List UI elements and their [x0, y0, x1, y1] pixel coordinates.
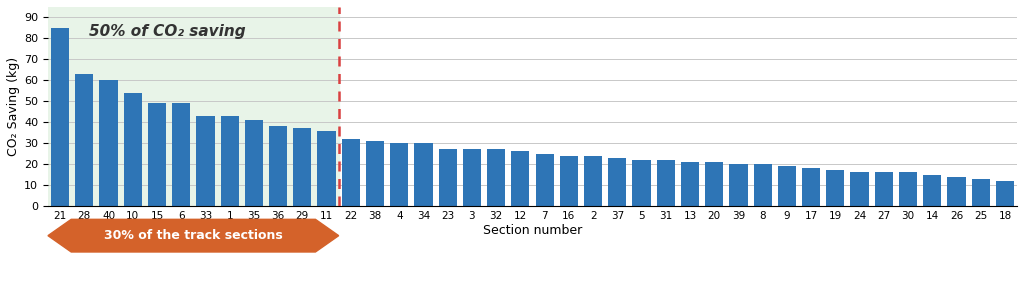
Bar: [584, 156, 602, 206]
Bar: [487, 149, 505, 206]
Bar: [75, 74, 93, 206]
Bar: [924, 175, 941, 206]
Bar: [463, 149, 481, 206]
Bar: [293, 128, 311, 206]
Bar: [390, 143, 409, 206]
Bar: [633, 160, 650, 206]
Bar: [415, 143, 432, 206]
X-axis label: Section number: Section number: [483, 224, 582, 237]
Bar: [366, 141, 384, 206]
Bar: [99, 80, 118, 206]
Bar: [172, 103, 190, 206]
Bar: [899, 173, 918, 206]
Bar: [729, 164, 748, 206]
Bar: [681, 162, 699, 206]
Bar: [124, 93, 142, 206]
Bar: [51, 28, 70, 206]
Bar: [608, 158, 627, 206]
Bar: [851, 173, 868, 206]
Bar: [147, 103, 166, 206]
Bar: [536, 154, 554, 206]
Bar: [996, 181, 1014, 206]
Bar: [826, 170, 845, 206]
Bar: [560, 156, 578, 206]
Bar: [947, 177, 966, 206]
Bar: [245, 120, 263, 206]
Bar: [197, 116, 214, 206]
Bar: [269, 126, 287, 206]
Bar: [342, 139, 359, 206]
Bar: [802, 168, 820, 206]
Bar: [972, 179, 990, 206]
Bar: [874, 173, 893, 206]
Bar: [706, 162, 723, 206]
Text: 50% of CO₂ saving: 50% of CO₂ saving: [89, 24, 246, 39]
Bar: [778, 166, 796, 206]
Text: 30% of the track sections: 30% of the track sections: [104, 229, 283, 242]
Bar: [48, 7, 339, 206]
Bar: [220, 116, 239, 206]
Bar: [317, 131, 336, 206]
Y-axis label: CO₂ Saving (kg): CO₂ Saving (kg): [7, 57, 19, 156]
Bar: [656, 160, 675, 206]
Bar: [511, 151, 529, 206]
Bar: [438, 149, 457, 206]
Bar: [754, 164, 772, 206]
